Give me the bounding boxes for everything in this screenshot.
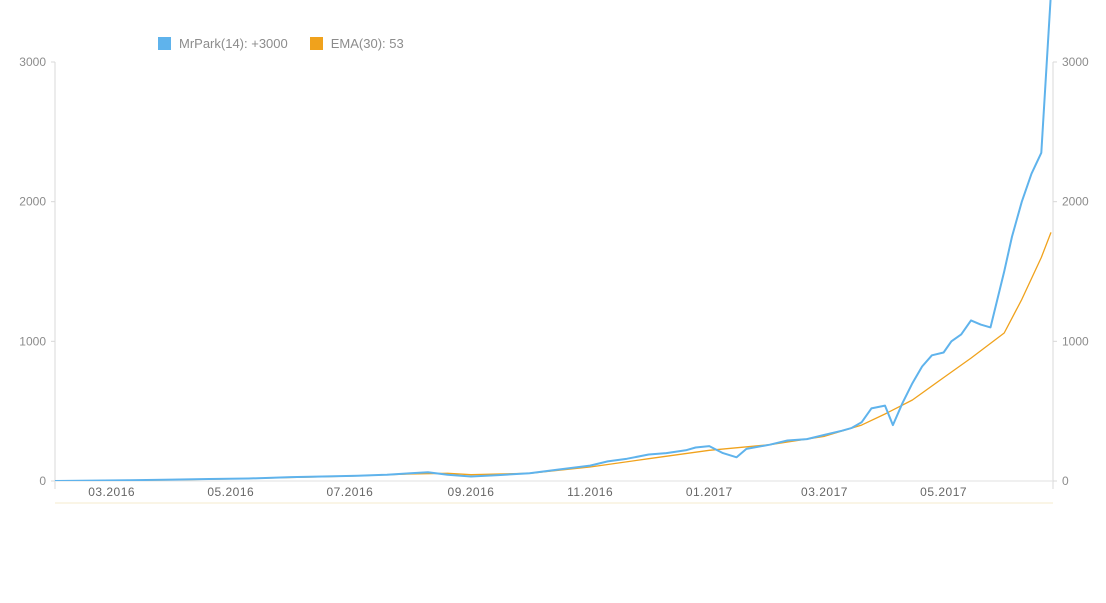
legend-swatch-ema [309, 37, 323, 50]
y-tick-label-right: 1000 [1062, 334, 1089, 348]
legend-label-ema: EMA(30): 53 [330, 36, 404, 51]
y-tick-label-left: 1000 [19, 334, 46, 348]
x-tick-label: 11.2016 [567, 485, 613, 499]
y-tick-label-right: 2000 [1062, 195, 1089, 209]
legend-item-mrpark[interactable]: MrPark(14): +3000 [158, 36, 288, 51]
legend-swatch-mrpark [158, 37, 171, 50]
series-line-mrpark [55, 0, 1052, 481]
x-tick-label: 07.2016 [326, 485, 373, 499]
legend: MrPark(14): +3000 EMA(30): 53 [158, 36, 404, 51]
legend-label-mrpark: MrPark(14): +3000 [179, 36, 288, 51]
x-tick-label: 01.2017 [686, 485, 733, 499]
y-tick-label-left: 0 [39, 474, 46, 488]
y-tick-label-right: 3000 [1062, 55, 1089, 69]
y-tick-label-left: 2000 [19, 195, 46, 209]
y-tick-label-right: 0 [1062, 474, 1069, 488]
x-tick-label: 03.2016 [88, 485, 135, 499]
series-line-ema [55, 232, 1052, 481]
y-tick-label-left: 3000 [19, 55, 46, 69]
legend-item-ema[interactable]: EMA(30): 53 [309, 36, 404, 51]
x-tick-label: 03.2017 [801, 485, 848, 499]
x-tick-label: 05.2017 [920, 485, 967, 499]
x-tick-label: 09.2016 [448, 485, 495, 499]
x-tick-label: 05.2016 [207, 485, 254, 499]
